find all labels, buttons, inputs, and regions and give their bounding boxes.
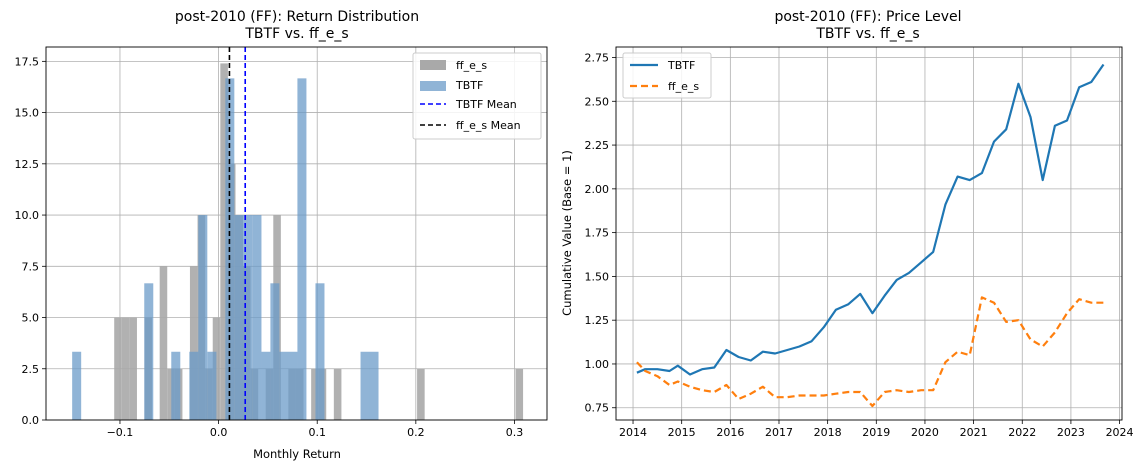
legend-swatch-tbtf <box>420 81 446 91</box>
histogram-y-tick-label: 2.5 <box>22 363 40 376</box>
histogram-bar-tbtf <box>252 215 262 420</box>
price-y-tick-label: 1.25 <box>585 314 610 327</box>
histogram-x-tick-label: −0.1 <box>107 426 134 439</box>
price-level-panel: post-2010 (FF): Price Level TBTF vs. ff_… <box>560 9 1134 439</box>
price-y-ticks: 0.75 1.00 1.25 1.50 1.75 2.00 2.25 2.50 2.75 <box>585 52 616 415</box>
histogram-bar-ff <box>311 368 319 420</box>
histogram-x-tick-label: 0.0 <box>210 426 228 439</box>
histogram-bar-ff <box>159 266 168 420</box>
histogram-bar-ff <box>212 317 221 420</box>
tbtf-price-line <box>636 63 1105 376</box>
price-y-tick-label: 2.25 <box>585 139 610 152</box>
price-x-tick-label: 2023 <box>1057 426 1085 439</box>
histogram-y-tick-label: 17.5 <box>15 55 40 68</box>
histogram-bar-ff <box>167 368 175 420</box>
price-x-tick-label: 2024 <box>1106 426 1134 439</box>
histogram-bar-tbtf <box>315 283 325 420</box>
histogram-x-tick-label: 0.1 <box>308 426 326 439</box>
histogram-y-tick-label: 15.0 <box>15 107 40 120</box>
histogram-legend-box <box>412 52 542 140</box>
histogram-panel: post-2010 (FF): Return Distribution TBTF… <box>15 9 548 461</box>
histogram-bar-ff <box>189 266 198 420</box>
histogram-legend: ff_e_s TBTF TBTF Mean ff_e_s Mean <box>412 52 542 140</box>
price-x-tick-label: 2014 <box>619 426 647 439</box>
ff-price-line <box>636 296 1104 408</box>
histogram-bar-tbtf <box>234 215 244 420</box>
price-x-tick-label: 2021 <box>960 426 988 439</box>
histogram-bar-tbtf <box>288 351 298 420</box>
price-x-tick-label: 2022 <box>1008 426 1036 439</box>
histogram-bar-tbtf <box>171 351 181 420</box>
histogram-bar-ff <box>129 317 137 420</box>
price-y-axis-label: Cumulative Value (Base = 1) <box>560 150 574 316</box>
histogram-x-tick-label: 0.3 <box>506 426 524 439</box>
histogram-y-ticks: 0.0 2.5 5.0 7.5 10.0 12.5 15.0 17.5 <box>15 55 46 427</box>
legend-label-tbtf-mean: TBTF Mean <box>455 98 517 111</box>
histogram-bar-tbtf <box>360 351 370 420</box>
price-title-line2: TBTF vs. ff_e_s <box>815 26 919 42</box>
histogram-mean-lines <box>228 47 247 420</box>
price-x-tick-label: 2019 <box>862 426 890 439</box>
price-y-tick-label: 1.75 <box>585 227 610 240</box>
price-x-ticks: 2014 2015 2016 2017 2018 2019 2020 2021 2022 2023… <box>619 420 1134 439</box>
histogram-bar-tbtf <box>243 215 253 420</box>
histogram-bar-ff <box>114 317 122 420</box>
histogram-bar-ff <box>333 368 342 420</box>
histogram-title-line1: post-2010 (FF): Return Distribution <box>175 9 419 25</box>
histogram-bar-tbtf <box>297 78 307 420</box>
price-y-tick-label: 2.75 <box>585 52 610 65</box>
price-x-tick-label: 2016 <box>716 426 744 439</box>
price-y-tick-label: 2.50 <box>585 95 610 108</box>
histogram-x-axis-label: Monthly Return <box>253 447 341 461</box>
price-y-tick-label: 0.75 <box>585 402 610 415</box>
price-lines <box>636 63 1105 408</box>
histogram-bar-tbtf <box>72 351 82 420</box>
histogram-bar-ff <box>417 368 425 420</box>
legend-label-ff: ff_e_s <box>456 59 487 72</box>
price-legend-label-ff: ff_e_s <box>668 80 699 93</box>
histogram-x-tick-label: 0.2 <box>407 426 425 439</box>
histogram-bar-tbtf <box>144 283 154 420</box>
price-axes-frame <box>615 46 1123 421</box>
histogram-y-tick-label: 7.5 <box>22 260 40 273</box>
histogram-bar-tbtf <box>279 351 289 420</box>
price-y-tick-label: 2.00 <box>585 183 610 196</box>
price-x-tick-label: 2017 <box>765 426 793 439</box>
histogram-axes-frame <box>45 46 548 421</box>
histogram-bar-tbtf <box>261 351 271 420</box>
histogram-bar-tbtf <box>207 351 217 420</box>
histogram-bar-tbtf <box>198 215 208 420</box>
legend-label-ff-mean: ff_e_s Mean <box>456 119 521 132</box>
legend-swatch-ff <box>420 60 446 70</box>
histogram-x-ticks: −0.1 0.0 0.1 0.2 0.3 <box>107 420 524 439</box>
price-x-tick-label: 2015 <box>668 426 696 439</box>
price-title-line1: post-2010 (FF): Price Level <box>774 9 961 25</box>
histogram-y-tick-label: 0.0 <box>22 414 40 427</box>
legend-label-tbtf: TBTF <box>455 79 483 92</box>
histogram-title-line2: TBTF vs. ff_e_s <box>244 26 348 42</box>
price-y-tick-label: 1.50 <box>585 270 610 283</box>
histogram-bar-ff <box>220 63 228 421</box>
histogram-bar-ff <box>121 317 130 420</box>
histogram-bar-tbtf <box>369 351 379 420</box>
price-x-tick-label: 2018 <box>814 426 842 439</box>
histogram-y-tick-label: 5.0 <box>22 312 40 325</box>
price-y-tick-label: 1.00 <box>585 358 610 371</box>
histogram-y-tick-label: 12.5 <box>15 158 40 171</box>
price-x-tick-label: 2020 <box>911 426 939 439</box>
histogram-bar-tbtf <box>189 351 199 420</box>
histogram-y-tick-label: 10.0 <box>15 209 40 222</box>
price-legend-label-tbtf: TBTF <box>667 59 695 72</box>
histogram-bar-ff <box>515 368 524 420</box>
price-legend: TBTF ff_e_s <box>622 52 712 99</box>
histogram-bar-tbtf <box>270 283 280 420</box>
price-gridlines <box>616 47 1122 420</box>
